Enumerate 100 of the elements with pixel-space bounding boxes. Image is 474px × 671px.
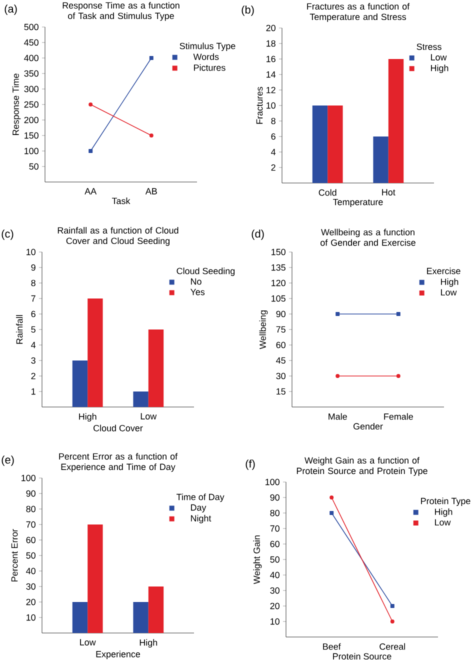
- bar: [388, 59, 404, 184]
- chart-title: Percent Error as a function of Experience and Time of Day: [59, 453, 178, 472]
- legend-title: Time of Day: [176, 494, 224, 502]
- y-axis-title: Response Time: [12, 74, 21, 135]
- y-tick-label: 150: [24, 132, 38, 139]
- x-axis-title: Protein Source: [333, 652, 392, 660]
- legend-label: Pictures: [194, 64, 226, 71]
- point: [149, 134, 154, 138]
- y-tick-label: 135: [272, 264, 286, 271]
- legend-label: High: [431, 64, 448, 74]
- x-tick-label: High: [79, 413, 96, 422]
- legend-title: Protein Type: [421, 498, 470, 506]
- y-tick-label: 1: [32, 388, 36, 395]
- y-tick-label: 8: [31, 280, 36, 286]
- x-tick-label: Male: [328, 413, 347, 420]
- legend-label: Low: [431, 54, 447, 60]
- y-tick-label: 70: [270, 525, 280, 532]
- y-tick-label: 200: [24, 116, 38, 124]
- y-tick-label: 60: [26, 536, 36, 544]
- bar: [133, 602, 148, 634]
- text: (f): [246, 460, 255, 470]
- y-tick-label: 10: [266, 102, 276, 109]
- y-axis-title: Weight Gain: [253, 536, 262, 584]
- legend-label: Words: [193, 53, 219, 60]
- y-tick-label: 8: [271, 118, 276, 124]
- y-tick-label: 350: [24, 70, 38, 77]
- y-tick-label: 6: [31, 310, 36, 318]
- x-axis-title: Temperature: [333, 198, 383, 207]
- y-tick-label: 40: [270, 572, 280, 578]
- legend-label: Night: [191, 514, 212, 524]
- chart-title: Rainfall as a function of Cloud Cover and Cloud Seeding: [58, 227, 178, 246]
- legend-label: High: [435, 508, 452, 517]
- legend-title: Stimulus Type: [180, 42, 236, 51]
- x-axis-title: Gender: [354, 422, 383, 430]
- point: [330, 496, 334, 500]
- x-tick-label: AA: [84, 188, 97, 194]
- legend-title: Stress: [416, 44, 442, 50]
- chart-title: Wellbeing as a function of Gender and Exercise: [320, 228, 416, 246]
- x-tick-label: Beef: [323, 643, 341, 650]
- y-tick-label: 90: [26, 490, 36, 497]
- y-tick-label: 9: [31, 264, 36, 271]
- y-tick-label: 105: [272, 295, 286, 302]
- y-tick-label: 10: [26, 614, 36, 621]
- y-axis-title: Percent Error: [11, 529, 18, 582]
- bar: [88, 524, 103, 634]
- y-tick-label: 45: [276, 357, 286, 364]
- x-axis-title: Task: [112, 198, 130, 204]
- y-tick-label: 50: [29, 163, 38, 170]
- y-tick-label: 50: [270, 556, 280, 563]
- point: [390, 604, 394, 608]
- x-axis-title: Cloud Cover: [94, 424, 143, 432]
- y-tick-label: 60: [276, 342, 286, 348]
- y-tick-label: 20: [26, 598, 36, 606]
- x-tick-label: Hot: [382, 189, 396, 196]
- y-tick-label: 150: [272, 248, 286, 256]
- y-tick-label: 90: [276, 310, 286, 318]
- bar: [72, 602, 88, 634]
- y-tick-label: 12: [266, 86, 276, 94]
- legend-label: Low: [441, 289, 457, 296]
- bar: [88, 298, 103, 408]
- y-tick-label: 5: [31, 326, 36, 333]
- point: [330, 511, 334, 515]
- y-tick-label: 50: [26, 552, 36, 559]
- y-tick-label: 6: [271, 133, 276, 140]
- y-tick-label: 30: [270, 587, 280, 594]
- text: (d): [252, 230, 264, 240]
- y-axis-title: Wellbeing: [259, 310, 268, 350]
- legend-label: Low: [435, 519, 451, 526]
- x-tick-label: High: [140, 639, 158, 648]
- y-tick-label: 100: [24, 148, 38, 154]
- bar: [133, 392, 148, 408]
- x-tick-label: Low: [140, 413, 157, 420]
- y-tick-label: 500: [24, 24, 38, 30]
- y-tick-label: 16: [266, 56, 276, 62]
- point: [149, 56, 154, 60]
- y-tick-label: 120: [272, 280, 286, 286]
- y-tick-label: 400: [24, 54, 38, 62]
- x-tick-label: Cold: [318, 189, 336, 196]
- y-tick-label: 30: [26, 583, 36, 590]
- chart-title: Response Time as a function of Task and Stimulus Type: [62, 2, 180, 21]
- y-tick-label: 60: [270, 540, 280, 548]
- y-tick-label: 20: [266, 24, 276, 32]
- point: [88, 102, 93, 106]
- y-tick-label: 10: [26, 248, 36, 256]
- legend-title: Exercise: [427, 268, 460, 274]
- x-tick-label: AB: [145, 188, 157, 194]
- legend-title: Cloud Seeding: [176, 268, 235, 276]
- x-axis-title: Experience: [96, 650, 140, 660]
- y-tick-label: 10: [270, 618, 280, 625]
- bar: [72, 360, 88, 408]
- y-tick-label: 300: [24, 86, 38, 92]
- y-tick-label: 4: [271, 148, 276, 156]
- y-tick-label: 20: [270, 602, 280, 610]
- y-tick-label: 4: [31, 342, 36, 348]
- y-tick-label: 90: [270, 494, 280, 501]
- x-tick-label: Female: [384, 413, 413, 420]
- x-tick-label: Cereal: [380, 643, 406, 650]
- y-tick-label: 2: [31, 372, 36, 380]
- y-tick-label: 100: [22, 474, 36, 482]
- y-tick-label: 80: [26, 506, 36, 512]
